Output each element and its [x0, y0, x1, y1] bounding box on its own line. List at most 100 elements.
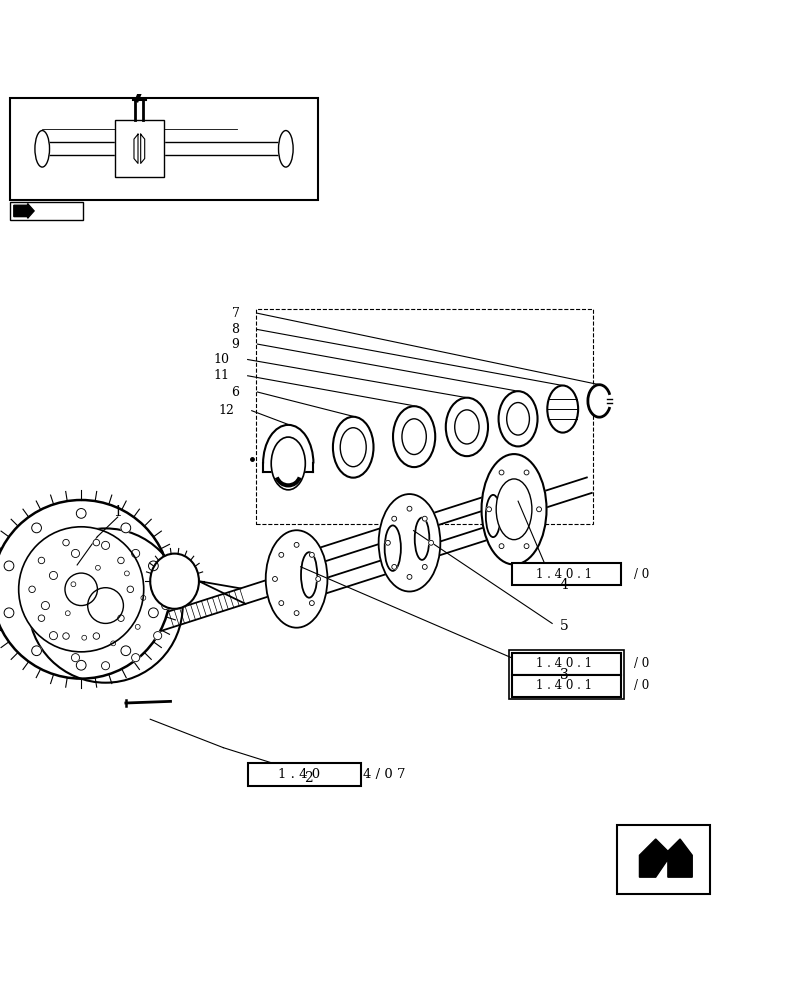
Text: 9: 9 — [231, 338, 239, 351]
Circle shape — [141, 595, 146, 600]
Text: 10: 10 — [213, 353, 230, 366]
Circle shape — [62, 539, 69, 546]
Text: 4: 4 — [560, 578, 568, 592]
Circle shape — [65, 611, 70, 616]
Text: 7: 7 — [231, 307, 239, 320]
Circle shape — [148, 608, 158, 618]
Text: 2: 2 — [304, 771, 312, 785]
Polygon shape — [14, 204, 34, 218]
Text: 1 . 4 0: 1 . 4 0 — [277, 768, 320, 781]
Polygon shape — [639, 839, 691, 877]
Text: 1 . 4 0 . 1: 1 . 4 0 . 1 — [535, 568, 591, 581]
Circle shape — [76, 509, 86, 518]
Ellipse shape — [150, 554, 199, 609]
Circle shape — [121, 646, 131, 656]
Circle shape — [131, 654, 139, 662]
Circle shape — [96, 565, 101, 570]
Bar — [115, 120, 164, 177]
Bar — [255, 309, 592, 524]
Circle shape — [315, 577, 320, 581]
Circle shape — [309, 601, 314, 606]
Circle shape — [4, 608, 14, 618]
Circle shape — [62, 633, 69, 639]
Circle shape — [499, 544, 504, 549]
Bar — [511, 675, 620, 697]
Ellipse shape — [401, 419, 426, 455]
Circle shape — [118, 615, 124, 621]
Text: 1 . 4 0 . 1: 1 . 4 0 . 1 — [535, 657, 591, 670]
Bar — [511, 563, 620, 585]
Circle shape — [93, 539, 100, 546]
Ellipse shape — [496, 479, 531, 540]
Ellipse shape — [547, 386, 577, 433]
Circle shape — [38, 615, 45, 621]
Circle shape — [422, 564, 427, 569]
Circle shape — [29, 586, 36, 593]
Ellipse shape — [454, 410, 478, 444]
Circle shape — [406, 574, 411, 579]
Circle shape — [391, 564, 396, 569]
Bar — [10, 202, 83, 220]
Bar — [616, 825, 710, 894]
Circle shape — [71, 549, 79, 558]
Bar — [247, 763, 361, 786]
Ellipse shape — [498, 391, 537, 446]
Circle shape — [278, 601, 283, 606]
Bar — [511, 653, 620, 675]
Ellipse shape — [414, 518, 429, 560]
Bar — [10, 98, 318, 200]
Text: 8: 8 — [231, 323, 239, 336]
Circle shape — [121, 523, 131, 533]
Circle shape — [32, 523, 41, 533]
Circle shape — [523, 544, 528, 549]
Ellipse shape — [0, 500, 170, 679]
Ellipse shape — [384, 525, 401, 571]
Text: / 0: / 0 — [633, 568, 649, 581]
Circle shape — [135, 624, 140, 629]
Ellipse shape — [587, 385, 610, 417]
Bar — [115, 120, 164, 177]
Ellipse shape — [271, 437, 305, 490]
Text: 1 . 4 0 . 1: 1 . 4 0 . 1 — [535, 679, 591, 692]
Text: 6: 6 — [231, 386, 239, 399]
Circle shape — [385, 540, 390, 545]
Circle shape — [41, 601, 49, 610]
Circle shape — [422, 516, 427, 521]
Ellipse shape — [393, 406, 435, 467]
Ellipse shape — [506, 403, 529, 435]
Circle shape — [153, 571, 161, 580]
Circle shape — [76, 660, 86, 670]
Circle shape — [118, 557, 124, 564]
Circle shape — [486, 507, 491, 512]
Ellipse shape — [265, 530, 327, 628]
Text: / 0: / 0 — [633, 657, 649, 670]
Circle shape — [110, 641, 115, 646]
Circle shape — [309, 552, 314, 557]
Circle shape — [294, 611, 298, 616]
Circle shape — [71, 654, 79, 662]
Text: 1: 1 — [114, 505, 122, 519]
Circle shape — [124, 571, 129, 576]
Text: 11: 11 — [213, 369, 230, 382]
Text: 5: 5 — [560, 619, 568, 633]
Circle shape — [101, 662, 109, 670]
Circle shape — [161, 601, 169, 610]
Circle shape — [32, 646, 41, 656]
Text: / 0: / 0 — [633, 679, 649, 692]
Ellipse shape — [340, 428, 366, 467]
Circle shape — [93, 633, 100, 639]
Circle shape — [38, 557, 45, 564]
Circle shape — [148, 561, 158, 571]
Ellipse shape — [28, 528, 182, 683]
Text: 12: 12 — [217, 404, 234, 417]
Circle shape — [88, 588, 123, 623]
Circle shape — [406, 506, 411, 511]
Ellipse shape — [35, 131, 49, 167]
Circle shape — [391, 516, 396, 521]
Text: 3: 3 — [560, 668, 568, 682]
Text: 4 / 0 7: 4 / 0 7 — [363, 768, 405, 781]
Ellipse shape — [485, 495, 500, 537]
Circle shape — [49, 571, 58, 580]
Ellipse shape — [333, 417, 373, 478]
Ellipse shape — [19, 527, 144, 652]
